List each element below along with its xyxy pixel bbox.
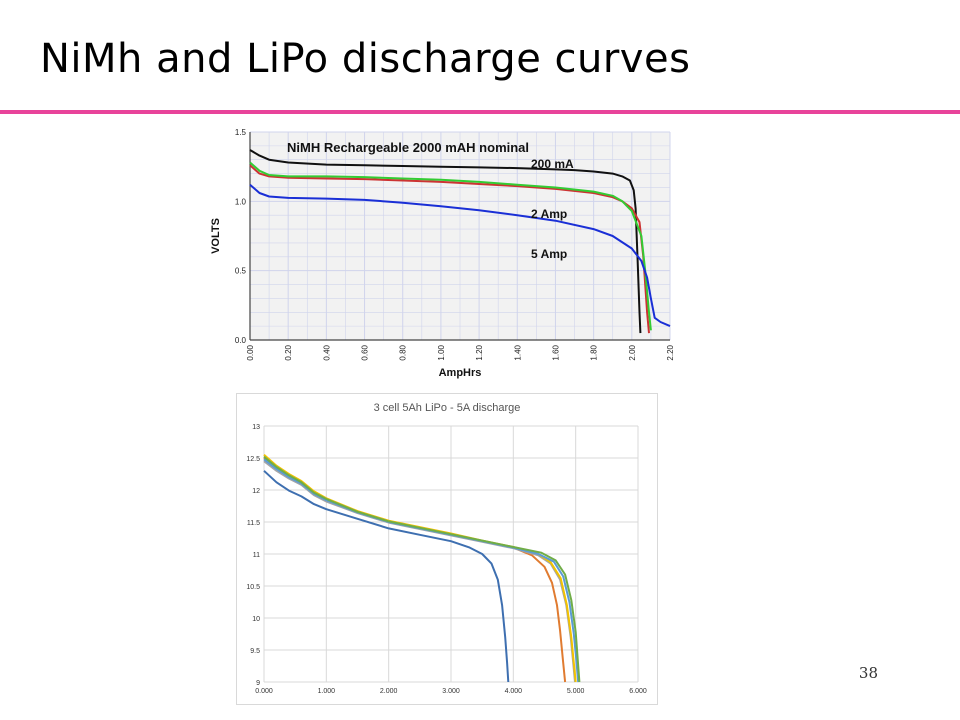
y-tick-label: 0.5: [235, 267, 247, 276]
x-tick-label: 1.80: [590, 344, 599, 360]
axes: 0.000 1.000 2.000 3.000 4.000 5.000 6.000 9 9.5 1…: [246, 424, 646, 695]
x-tick-label: 2.20: [666, 344, 675, 360]
page-number: 38: [858, 664, 878, 682]
nimh-discharge-chart: 0.00 0.20 0.40 0.60 0.80 1.00 1.20 1.40 1.60 1.80…: [205, 122, 675, 384]
chart-title: 3 cell 5Ah LiPo - 5A discharge: [374, 402, 521, 414]
x-tick-label: 0.40: [322, 344, 331, 360]
series-line-4: [249, 183, 671, 328]
y-tick-label: 1.5: [235, 128, 247, 137]
series-label-5amp: 5 Amp: [531, 247, 567, 261]
x-tick-label: 0.000: [255, 688, 273, 695]
x-tick-label: 1.20: [475, 344, 484, 360]
series-lines: [263, 454, 581, 683]
series-line-2: [249, 164, 650, 334]
y-tick-label: 1.0: [235, 197, 247, 206]
x-tick-label: 1.40: [513, 344, 522, 360]
series-line-6: [263, 455, 581, 683]
series-label-200ma: 200 mA: [531, 157, 574, 171]
series-line-1: [263, 470, 510, 683]
x-tick-label: 2.00: [628, 344, 637, 360]
x-tick-label: 0.80: [399, 344, 408, 360]
series-lines: [249, 149, 671, 334]
series-label-2amp: 2 Amp: [531, 207, 567, 221]
x-tick-label: 1.60: [551, 344, 560, 360]
x-tick-label: 6.000: [629, 688, 647, 695]
y-tick-label: 9.5: [250, 648, 260, 655]
y-tick-label: 9: [256, 680, 260, 687]
y-axis-label: VOLTS: [210, 218, 222, 254]
x-tick-label: 0.20: [284, 344, 293, 360]
y-tick-label: 10: [252, 616, 260, 623]
x-tick-label: 1.000: [318, 688, 336, 695]
title-rule: [0, 110, 960, 114]
series-line-1: [249, 149, 642, 334]
y-tick-label: 12.5: [246, 456, 260, 463]
x-tick-label: 3.000: [442, 688, 460, 695]
y-tick-label: 0.0: [235, 336, 247, 345]
lipo-discharge-chart: 0.000 1.000 2.000 3.000 4.000 5.000 6.000 9 9.5 1…: [236, 393, 658, 705]
chart-title: NiMH Rechargeable 2000 mAH nominal: [287, 140, 529, 155]
x-axis-label: AmpHrs: [439, 367, 482, 379]
y-tick-label: 11.5: [247, 520, 260, 527]
y-tick-label: 11: [253, 552, 260, 559]
x-tick-label: 2.000: [380, 688, 398, 695]
y-tick-label: 13: [252, 424, 260, 431]
x-tick-label: 5.000: [567, 688, 585, 695]
y-tick-label: 12: [252, 488, 260, 495]
x-tick-label: 0.00: [246, 344, 255, 360]
slide-title: NiMh and LiPo discharge curves: [40, 36, 691, 82]
grid: [263, 425, 639, 683]
x-tick-label: 1.00: [437, 344, 446, 360]
y-tick-label: 10.5: [246, 584, 260, 591]
x-tick-label: 0.60: [361, 344, 370, 360]
x-tick-label: 4.000: [505, 688, 523, 695]
series-line-3: [249, 161, 652, 331]
axes: 0.00 0.20 0.40 0.60 0.80 1.00 1.20 1.40 1.60 1.80…: [235, 128, 675, 361]
